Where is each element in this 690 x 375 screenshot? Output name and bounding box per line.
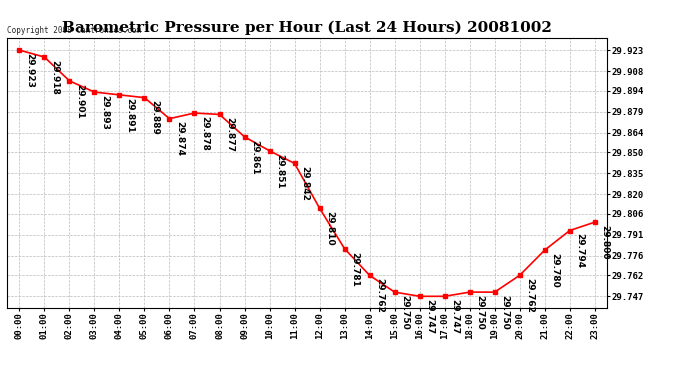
Text: 29.762: 29.762	[525, 278, 534, 313]
Text: 29.891: 29.891	[125, 98, 134, 132]
Text: 29.747: 29.747	[450, 299, 459, 334]
Text: 29.800: 29.800	[600, 225, 609, 260]
Text: 29.861: 29.861	[250, 140, 259, 174]
Text: 29.750: 29.750	[400, 295, 409, 330]
Text: 29.893: 29.893	[100, 95, 109, 130]
Text: 29.877: 29.877	[225, 117, 234, 152]
Text: 29.901: 29.901	[75, 84, 84, 118]
Text: 29.918: 29.918	[50, 60, 59, 95]
Text: Copyright 2008 Cantronics.com: Copyright 2008 Cantronics.com	[7, 26, 141, 35]
Title: Barometric Pressure per Hour (Last 24 Hours) 20081002: Barometric Pressure per Hour (Last 24 Ho…	[62, 21, 552, 35]
Text: 29.750: 29.750	[500, 295, 509, 330]
Text: 29.762: 29.762	[375, 278, 384, 313]
Text: 29.874: 29.874	[175, 122, 184, 156]
Text: 29.794: 29.794	[575, 233, 584, 268]
Text: 29.889: 29.889	[150, 100, 159, 135]
Text: 29.851: 29.851	[275, 154, 284, 188]
Text: 29.878: 29.878	[200, 116, 209, 151]
Text: 29.842: 29.842	[300, 166, 309, 201]
Text: 29.780: 29.780	[550, 253, 559, 288]
Text: 29.747: 29.747	[425, 299, 434, 334]
Text: 29.810: 29.810	[325, 211, 334, 246]
Text: 29.781: 29.781	[350, 252, 359, 286]
Text: 29.750: 29.750	[475, 295, 484, 330]
Text: 29.923: 29.923	[25, 53, 34, 88]
